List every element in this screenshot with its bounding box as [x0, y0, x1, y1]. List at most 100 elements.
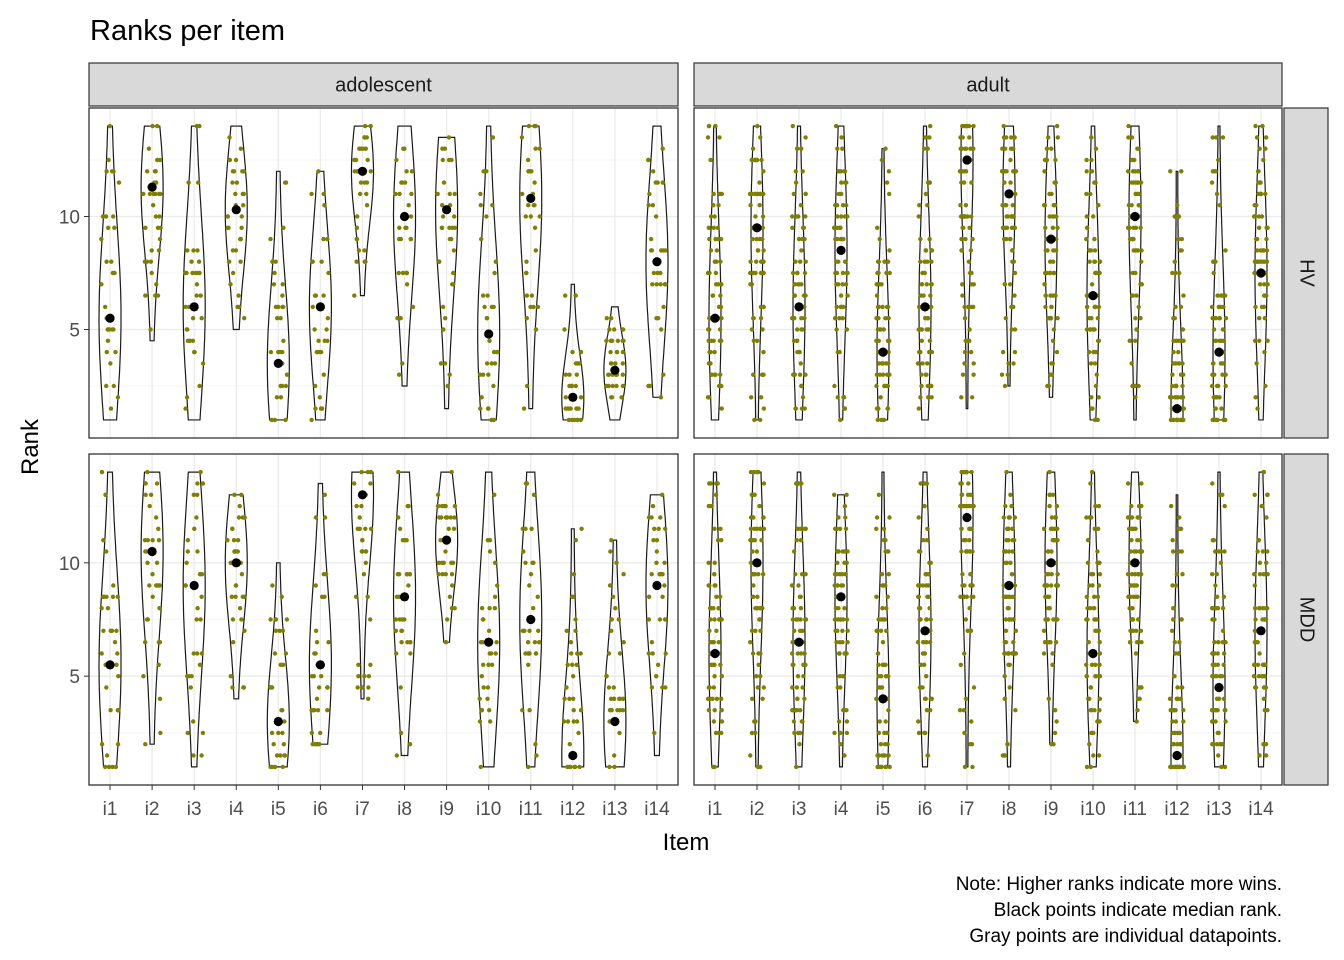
- datapoint: [707, 685, 712, 690]
- datapoint: [116, 180, 122, 185]
- datapoint: [1002, 753, 1008, 758]
- datapoint: [757, 606, 762, 611]
- datapoint: [958, 135, 963, 140]
- datapoint: [280, 383, 285, 389]
- datapoint: [1170, 538, 1175, 543]
- datapoint: [196, 259, 202, 264]
- datapoint: [1046, 594, 1052, 599]
- datapoint: [617, 730, 622, 736]
- datapoint: [712, 572, 717, 577]
- datapoint: [481, 617, 486, 622]
- datapoint: [749, 395, 754, 400]
- datapoint: [803, 617, 809, 622]
- datapoint: [526, 651, 531, 656]
- median-point-i10: [484, 329, 494, 339]
- datapoint: [963, 538, 968, 543]
- datapoint: [1181, 338, 1186, 343]
- datapoint: [884, 180, 890, 185]
- datapoint: [754, 236, 759, 242]
- datapoint: [962, 361, 967, 366]
- median-point-i9: [1046, 234, 1056, 244]
- datapoint: [1003, 628, 1009, 633]
- datapoint: [531, 203, 536, 208]
- datapoint: [790, 685, 795, 690]
- datapoint: [1129, 538, 1134, 543]
- datapoint: [230, 617, 236, 622]
- datapoint: [920, 685, 925, 690]
- datapoint: [1053, 708, 1058, 713]
- datapoint: [322, 492, 327, 497]
- datapoint: [803, 135, 808, 140]
- datapoint: [1096, 304, 1102, 310]
- datapoint: [524, 316, 529, 321]
- datapoint: [310, 259, 315, 264]
- datapoint: [1092, 236, 1097, 242]
- datapoint: [185, 248, 190, 253]
- datapoint: [840, 203, 846, 208]
- datapoint: [1096, 503, 1102, 509]
- datapoint: [1213, 583, 1218, 588]
- datapoint: [1178, 395, 1184, 400]
- datapoint: [1172, 214, 1177, 219]
- datapoint: [529, 293, 535, 298]
- datapoint: [1003, 560, 1008, 565]
- datapoint: [1054, 349, 1060, 355]
- datapoint: [1213, 338, 1218, 343]
- datapoint: [150, 572, 155, 577]
- median-point-i9: [442, 205, 452, 215]
- datapoint: [929, 304, 934, 310]
- datapoint: [104, 259, 109, 264]
- datapoint: [885, 304, 891, 310]
- datapoint: [886, 361, 891, 366]
- datapoint: [191, 651, 196, 656]
- datapoint: [1222, 708, 1228, 713]
- datapoint: [1130, 617, 1136, 622]
- datapoint: [610, 383, 615, 389]
- datapoint: [281, 225, 286, 230]
- datapoint: [1220, 372, 1225, 377]
- datapoint: [1210, 135, 1215, 140]
- datapoint: [875, 651, 881, 656]
- datapoint: [791, 338, 797, 343]
- datapoint: [110, 270, 116, 276]
- datapoint: [313, 742, 318, 747]
- datapoint: [191, 248, 196, 253]
- datapoint: [1092, 259, 1097, 264]
- datapoint: [143, 481, 148, 486]
- datapoint: [791, 606, 797, 611]
- datapoint: [408, 214, 414, 219]
- datapoint: [761, 349, 766, 355]
- datapoint: [368, 662, 373, 667]
- datapoint: [441, 180, 447, 185]
- datapoint: [1133, 180, 1139, 185]
- datapoint: [750, 236, 755, 242]
- datapoint: [709, 372, 714, 377]
- datapoint: [792, 372, 797, 377]
- datapoint: [397, 191, 402, 197]
- datapoint: [1179, 617, 1184, 622]
- datapoint: [609, 395, 614, 400]
- datapoint: [925, 180, 931, 185]
- median-point-i6: [315, 302, 325, 312]
- datapoint: [874, 406, 880, 411]
- datapoint: [1214, 572, 1220, 577]
- datapoint: [924, 583, 929, 588]
- datapoint: [618, 696, 623, 701]
- datapoint: [1257, 651, 1262, 656]
- datapoint: [1134, 719, 1139, 724]
- datapoint: [880, 372, 886, 377]
- datapoint: [1000, 203, 1005, 208]
- datapoint: [1222, 503, 1227, 509]
- datapoint: [481, 662, 486, 667]
- datapoint: [1175, 685, 1180, 690]
- datapoint: [570, 349, 575, 355]
- datapoint: [748, 753, 753, 758]
- datapoint: [749, 282, 755, 287]
- datapoint: [1257, 560, 1263, 565]
- datapoint: [241, 685, 246, 690]
- datapoint: [200, 361, 206, 366]
- datapoint: [706, 560, 711, 565]
- datapoint: [1008, 560, 1013, 565]
- datapoint: [153, 191, 158, 197]
